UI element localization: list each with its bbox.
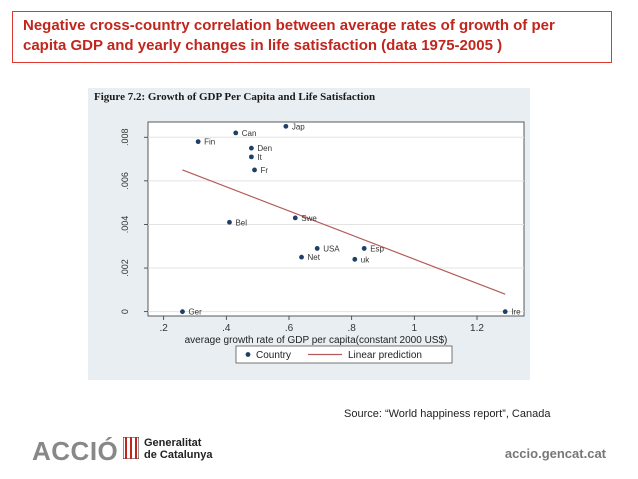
x-tick-label: .6: [285, 323, 294, 334]
data-point-fr: [252, 167, 257, 173]
y-tick-label: .006: [120, 172, 130, 190]
footer: ACCIÓ Generalitat de Catalunya accio.gen…: [0, 432, 638, 472]
data-point-ger: [180, 309, 185, 315]
point-label: Can: [242, 129, 257, 138]
y-tick-label: .008: [120, 128, 130, 146]
point-label: Ire: [511, 308, 521, 317]
point-label: USA: [323, 244, 340, 253]
y-tick-label: .004: [120, 216, 130, 234]
data-point-ire: [502, 309, 508, 315]
y-tick-label: 0: [120, 309, 130, 314]
data-point-jap: [283, 123, 289, 129]
data-point-swe: [292, 215, 298, 221]
point-label: uk: [361, 255, 370, 264]
source-note: Source: “World happiness report”, Canada: [344, 408, 551, 420]
data-point-usa: [314, 246, 320, 251]
figure-caption: Figure 7.2: Growth of GDP Per Capita and…: [94, 91, 376, 103]
data-point-bel: [227, 219, 232, 225]
data-point-uk: [352, 256, 358, 262]
generalitat-line-1: Generalitat: [144, 437, 202, 449]
slide-title-line-1: Negative cross-country correlation betwe…: [23, 17, 555, 34]
point-label: It: [257, 153, 262, 162]
legend-label-linear-prediction: Linear prediction: [348, 350, 422, 361]
y-tick-label: .002: [120, 259, 130, 277]
point-label: Jap: [292, 122, 305, 131]
data-point-it: [249, 154, 254, 160]
x-tick-label: .4: [222, 323, 231, 334]
generalitat-logo-text: Generalitat de Catalunya: [144, 437, 212, 461]
point-label: Bel: [235, 218, 247, 227]
figure: Figure 7.2: Growth of GDP Per Capita and…: [88, 88, 530, 380]
accio-logo: ACCIÓ: [32, 436, 119, 466]
data-point-fin: [195, 139, 201, 145]
website-link[interactable]: accio.gencat.cat: [504, 446, 606, 461]
data-point-can: [233, 130, 239, 136]
data-point-esp: [361, 246, 367, 251]
x-tick-label: 1: [412, 323, 418, 334]
x-tick-label: .2: [159, 323, 168, 334]
slide-title: Negative cross-country correlation betwe…: [12, 11, 612, 63]
legend-box: [235, 345, 453, 364]
point-label: Net: [308, 253, 321, 262]
x-tick-label: 1.2: [470, 323, 484, 334]
linear-prediction-line: [182, 169, 506, 295]
point-label: Fr: [261, 166, 269, 175]
data-point-net: [299, 254, 304, 260]
scatter-chart: 0 .002 .004 .006 .008 .2 .4 .6 .8 1 1.2 average gro…: [120, 121, 525, 364]
data-point-den: [249, 145, 254, 151]
point-label: Den: [257, 144, 272, 153]
point-label: Swe: [301, 214, 317, 223]
point-label: Esp: [370, 244, 384, 253]
point-label: Fin: [204, 138, 215, 147]
point-label: Ger: [188, 308, 202, 317]
x-tick-label: .8: [347, 323, 356, 334]
x-axis-label: average growth rate of GDP per capita(co…: [185, 335, 448, 346]
generalitat-line-2: de Catalunya: [144, 449, 213, 461]
slide-title-line-2: capita GDP and yearly changes in life sa…: [23, 37, 503, 54]
legend-marker-country: [245, 352, 251, 357]
legend-label-country: Country: [256, 350, 291, 361]
generalitat-emblem-icon: [123, 437, 139, 459]
plot-area: [147, 121, 525, 317]
